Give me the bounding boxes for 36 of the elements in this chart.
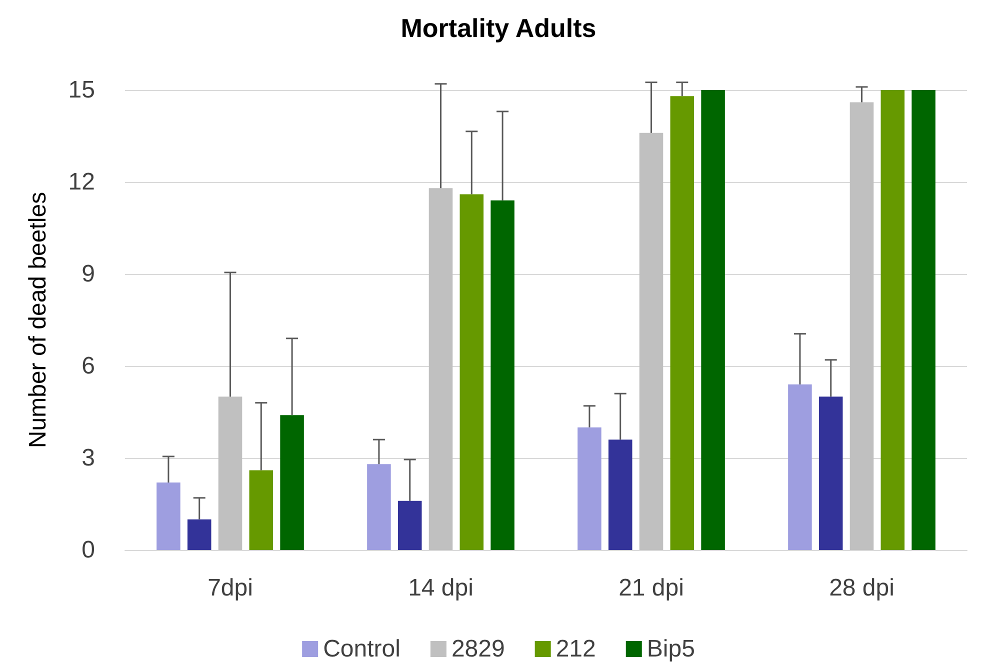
bar [249,470,274,550]
y-tick-label: 3 [82,444,95,472]
y-tick-label: 9 [82,260,95,288]
bar [670,96,694,550]
y-tick-label: 6 [82,352,95,380]
bar [398,500,422,550]
bar [608,440,632,550]
x-tick-label: 7dpi [208,574,253,602]
bar [367,464,391,550]
bar [156,482,180,550]
bar [818,396,843,550]
x-tick-label: 14 dpi [408,574,474,602]
x-tick-label: 21 dpi [618,574,684,602]
bar [578,427,602,550]
bar [850,102,874,550]
y-tick-label: 0 [82,536,95,564]
bar [428,188,453,550]
bar [218,396,242,550]
bar [788,384,812,550]
bar [701,90,725,550]
legend-label: Bip5 [646,636,695,662]
y-axis-title: Number of dead beetles [24,192,52,448]
bar [490,200,514,550]
x-tick-label: 28 dpi [829,574,894,602]
legend-label: 212 [556,636,596,662]
bar [460,194,484,550]
bar [912,90,936,550]
y-tick-label: 15 [68,76,95,104]
bar [280,415,304,550]
y-tick-label: 12 [68,168,95,196]
bar [639,132,664,550]
legend-label: Control [323,636,400,662]
bar [880,90,905,550]
chart-title: Mortality Adults [400,13,596,43]
bar [187,519,212,550]
legend-label: 2829 [451,636,505,662]
